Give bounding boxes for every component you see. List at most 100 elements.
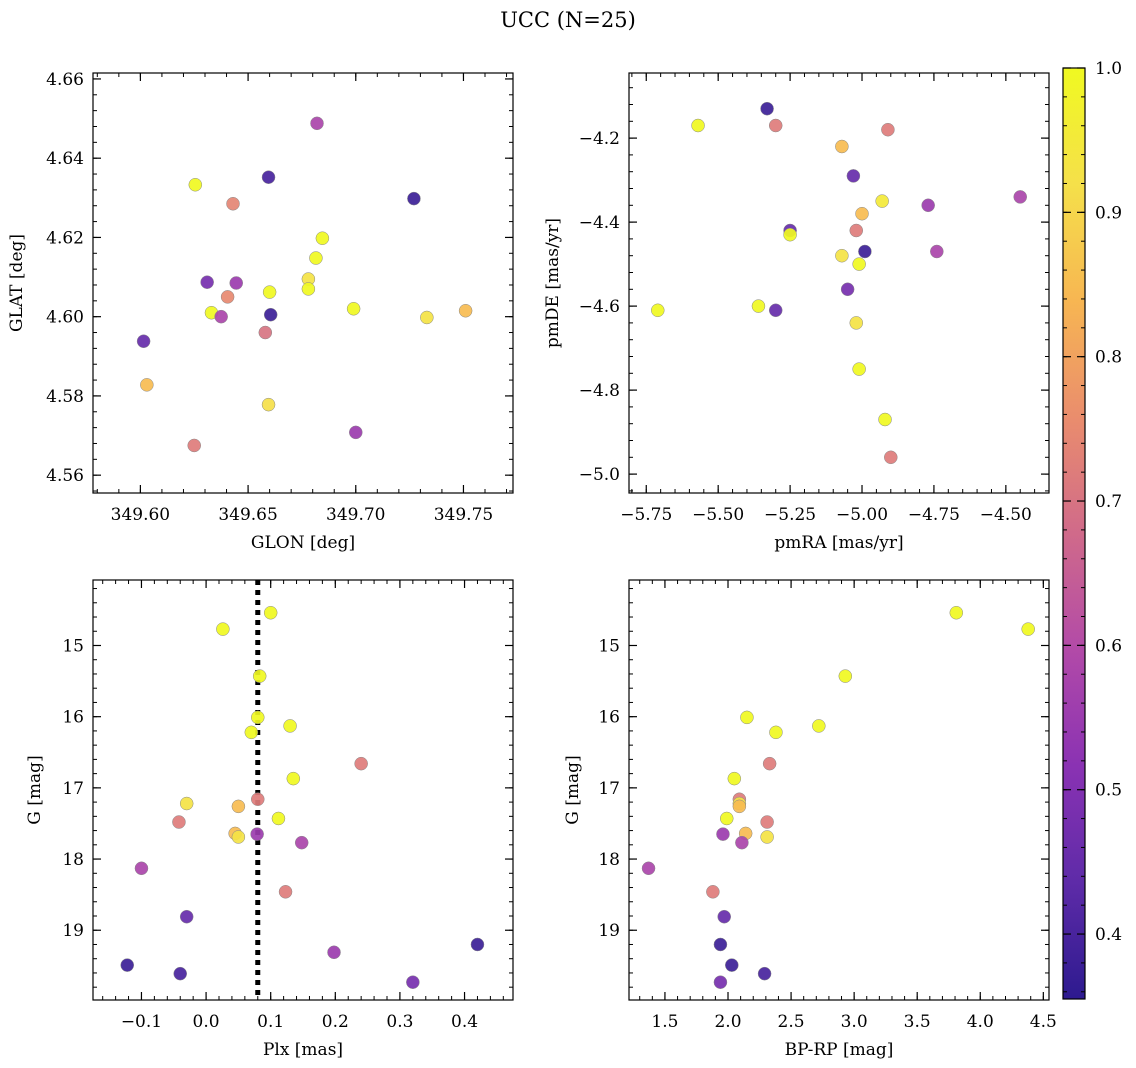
data-point: [200, 275, 214, 289]
x-axis-label: GLON [deg]: [251, 533, 355, 553]
major-ticks: [629, 73, 1049, 493]
data-point: [262, 285, 277, 299]
y-tick-label: 15: [62, 636, 84, 656]
data-point: [251, 792, 265, 807]
data-point: [760, 830, 774, 844]
data-point: [244, 725, 259, 740]
minor-ticks: [629, 580, 1049, 1000]
y-tick-label: 4.60: [46, 308, 84, 328]
data-point: [930, 244, 944, 259]
axes-frame: [628, 72, 1050, 494]
data-point: [179, 796, 194, 811]
data-point: [732, 799, 747, 814]
data-point: [719, 811, 734, 826]
data-point: [458, 303, 473, 318]
data-point: [852, 362, 866, 376]
x-tick-label: −5.50: [692, 505, 744, 525]
x-tick-label: 3.5: [904, 1012, 931, 1032]
major-ticks: [93, 73, 513, 493]
proper-motion-panel: −5.75 −5.50 −5.25 −5.00 −4.75 −4.50 −5.0 −4.8 −4…: [543, 72, 1050, 553]
data-point: [855, 206, 869, 221]
data-point: [641, 861, 656, 876]
data-point: [1013, 190, 1027, 204]
x-tick-label: 349.65: [218, 505, 277, 525]
x-tick-label: 4.0: [967, 1012, 994, 1032]
colorbar-tick-label: 0.4: [1095, 925, 1122, 945]
x-axis-label: Plx [mas]: [263, 1040, 343, 1060]
data-point: [294, 835, 309, 850]
y-axis-label: GLAT [deg]: [7, 234, 27, 332]
data-point: [286, 771, 301, 786]
data-point: [407, 191, 421, 206]
x-tick-label: −5.25: [764, 505, 816, 525]
data-point: [120, 958, 134, 972]
data-point: [713, 937, 728, 952]
data-point: [226, 197, 240, 211]
data-point: [875, 194, 889, 208]
y-tick-label: −4.2: [579, 129, 620, 149]
data-point: [214, 309, 228, 324]
data-point: [769, 725, 783, 740]
data-point: [283, 719, 297, 733]
data-point: [949, 605, 964, 620]
x-tick-label: −4.50: [980, 505, 1032, 525]
data-point: [884, 450, 898, 465]
data-point: [760, 815, 774, 829]
data-point: [651, 303, 665, 318]
data-point: [713, 975, 728, 989]
data-point: [716, 827, 730, 841]
colorbar-tick-label: 0.6: [1095, 636, 1122, 656]
y-tick-label: 16: [598, 708, 620, 728]
data-point: [251, 710, 265, 725]
data-point: [420, 310, 434, 325]
data-points: [641, 605, 1035, 989]
data-point: [735, 835, 749, 850]
x-tick-label: 349.70: [326, 505, 385, 525]
x-tick-label: 0.1: [257, 1012, 284, 1032]
y-tick-label: −5.0: [579, 465, 620, 485]
data-point: [140, 378, 154, 392]
data-point: [261, 397, 276, 412]
x-tick-label: 0.4: [451, 1012, 478, 1032]
colorbar-tick-label: 0.8: [1095, 348, 1122, 368]
x-tick-label: 4.5: [1030, 1012, 1057, 1032]
y-axis-label: G [mag]: [563, 755, 583, 824]
data-point: [852, 257, 866, 271]
data-point: [327, 945, 341, 960]
colorbar-tick-label: 0.5: [1095, 781, 1122, 801]
y-tick-label: 18: [62, 850, 84, 870]
y-tick-label: 19: [62, 921, 84, 941]
x-tick-label: 349.75: [434, 505, 493, 525]
x-tick-label: 0.3: [386, 1012, 413, 1032]
data-point: [849, 223, 864, 238]
data-point: [470, 937, 485, 952]
data-point: [263, 307, 278, 322]
data-point: [188, 177, 203, 192]
major-ticks: [629, 580, 1049, 1000]
x-axis-label: pmRA [mas/yr]: [774, 533, 903, 553]
data-point: [812, 719, 826, 733]
y-tick-label: 17: [598, 779, 620, 799]
y-tick-label: 4.64: [46, 149, 84, 169]
data-point: [783, 227, 797, 242]
major-ticks: [93, 580, 513, 1000]
data-point: [231, 830, 246, 844]
x-tick-label: −0.1: [121, 1012, 162, 1032]
colorbar-tick-label: 0.7: [1095, 492, 1122, 512]
y-axis-label: pmDE [mas/yr]: [543, 218, 563, 348]
data-point: [727, 771, 742, 786]
axes-frame: [92, 579, 514, 1001]
data-point: [216, 622, 230, 636]
colorbar-tick-label: 1.0: [1095, 59, 1122, 79]
data-point: [921, 198, 935, 213]
data-point: [310, 116, 324, 131]
data-point: [263, 605, 278, 620]
colorbar-ticks: [1063, 67, 1085, 993]
data-point: [231, 799, 246, 814]
data-point: [252, 669, 267, 683]
data-point: [250, 827, 264, 841]
data-point: [768, 118, 783, 133]
data-point: [172, 815, 186, 829]
data-point: [220, 290, 235, 304]
y-tick-label: 16: [62, 708, 84, 728]
